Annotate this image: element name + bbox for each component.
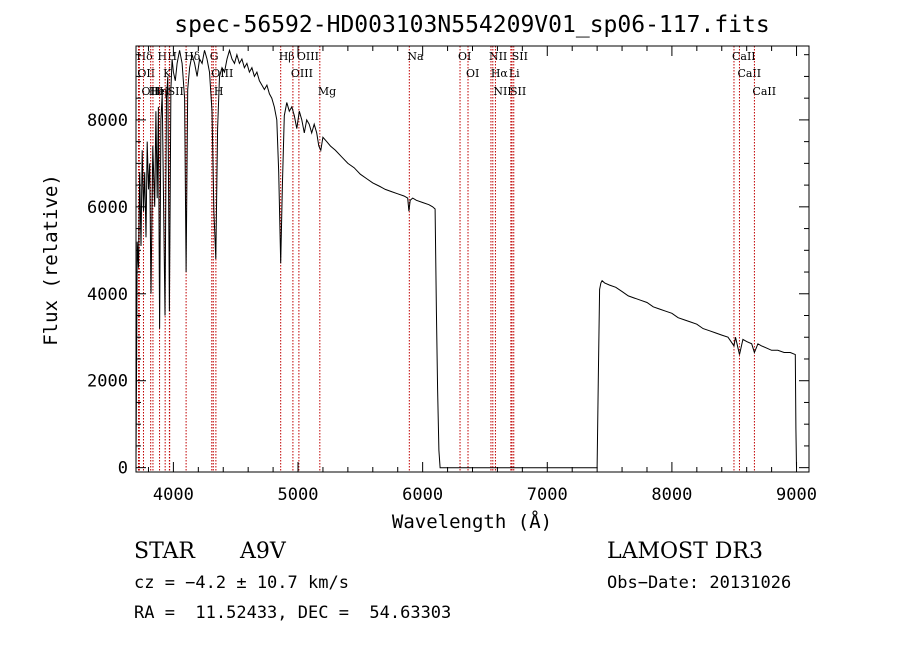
observation-date: Obs−Date: 20131026 <box>607 573 792 593</box>
line-label: Hδ <box>136 50 153 63</box>
line-label: Na <box>407 50 424 63</box>
line-label: OII <box>137 67 155 80</box>
line-label: CaII <box>737 67 761 80</box>
object-type: STAR <box>134 539 195 564</box>
x-tick-label: 5000 <box>278 485 319 505</box>
line-label: CaII <box>752 85 776 98</box>
line-label: CaII <box>732 50 756 63</box>
line-label: H <box>167 50 177 63</box>
line-label: OIII <box>291 67 313 80</box>
x-tick-label: 8000 <box>651 485 692 505</box>
line-label: Hη <box>151 85 167 98</box>
y-tick-label: 0 <box>118 459 128 479</box>
y-tick-label: 2000 <box>87 372 128 392</box>
line-label: SII <box>512 50 528 63</box>
survey-name: LAMOST DR3 <box>607 539 763 564</box>
coordinates: RA = 11.52433, DEC = 54.63303 <box>134 603 452 623</box>
line-label: NII <box>493 85 511 98</box>
y-tick-label: 6000 <box>87 198 128 218</box>
x-tick-label: 6000 <box>402 485 443 505</box>
y-axis-label: Flux (relative) <box>40 174 62 346</box>
plot-frame <box>135 45 810 473</box>
line-label: HeI <box>149 85 169 98</box>
line-label: NII <box>489 50 507 63</box>
line-label: Hα <box>491 67 509 80</box>
line-annotations: HδOIIOIIIHeIHηHKHSIIHδGOIIIHHβOIIIOIIIMg… <box>136 46 776 472</box>
line-label: K <box>163 67 172 80</box>
line-label: OI <box>466 67 479 80</box>
line-label: OI <box>458 50 471 63</box>
x-tick-label: 7000 <box>527 485 568 505</box>
line-label: SII <box>168 85 184 98</box>
line-label: OIII <box>211 67 233 80</box>
line-label: G <box>210 50 219 63</box>
spectral-subclass: A9V <box>240 539 286 564</box>
y-tick-label: 8000 <box>87 111 128 131</box>
x-axis-label: Wavelength (Å) <box>392 510 552 533</box>
line-label: OIII <box>297 50 319 63</box>
spectrum-line <box>135 48 797 469</box>
line-label: Li <box>509 67 520 80</box>
line-label: SII <box>510 85 526 98</box>
axis-ticks: 4000 5000 6000 7000 8000 9000 0 2000 4000 6000 800… <box>87 46 817 505</box>
chart-title: spec-56592-HD003103N554209V01_sp06-117.f… <box>174 12 769 38</box>
line-label: Hβ <box>279 50 295 63</box>
line-label: Mg <box>318 85 336 98</box>
redshift-value: cz = −4.2 ± 10.7 km/s <box>134 573 349 593</box>
y-tick-label: 4000 <box>87 285 128 305</box>
x-tick-label: 9000 <box>776 485 817 505</box>
line-label: H <box>158 50 168 63</box>
x-tick-label: 4000 <box>153 485 194 505</box>
